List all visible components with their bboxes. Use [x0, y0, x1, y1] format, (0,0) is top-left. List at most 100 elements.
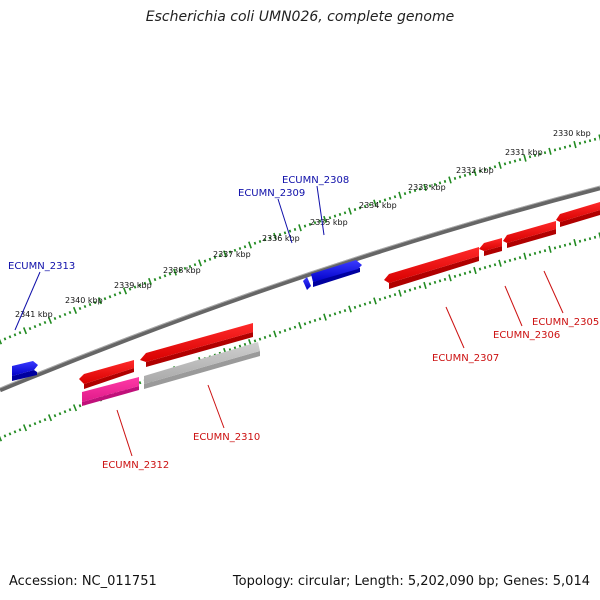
- inner-scale-major-tick: [573, 238, 577, 247]
- inner-scale-minor-tick: [378, 297, 382, 301]
- inner-scale-minor-tick: [568, 242, 572, 246]
- inner-scale-minor-tick: [313, 318, 317, 322]
- leader-ECUMN_2306: [504, 285, 523, 327]
- outer-scale-minor-tick: [58, 314, 62, 319]
- leader-ECUMN_2307: [445, 306, 465, 349]
- outer-scale-minor-tick: [233, 248, 237, 252]
- rna-ECUMN_2312[interactable]: [82, 377, 139, 406]
- outer-scale-major-tick: [273, 232, 277, 240]
- outer-scale-major-tick: [248, 241, 252, 249]
- gene-ECUMN_2307[interactable]: [384, 247, 479, 289]
- inner-scale-minor-tick: [388, 294, 392, 298]
- outer-scale-minor-tick: [133, 285, 137, 289]
- outer-scale-minor-tick: [193, 263, 197, 267]
- gene-ECUMN_2306[interactable]: [479, 221, 556, 256]
- scale-ticks-outer: [0, 134, 600, 345]
- gene-ECUMN_2309-arrow: [303, 277, 311, 290]
- outer-scale-minor-tick: [568, 144, 572, 148]
- outer-scale-minor-tick: [163, 274, 167, 278]
- inner-scale-major-tick: [348, 305, 352, 313]
- inner-scale-minor-tick: [383, 296, 387, 300]
- outer-scale-minor-tick: [538, 152, 542, 156]
- inner-scale-minor-tick: [363, 302, 367, 306]
- outer-scale-minor-tick: [218, 254, 222, 258]
- outer-scale-minor-tick: [358, 206, 362, 210]
- outer-scale-minor-tick: [483, 168, 487, 172]
- inner-scale-minor-tick: [368, 301, 372, 305]
- inner-scale-minor-tick: [588, 237, 592, 241]
- label-ECUMN_2308[interactable]: ECUMN_2308: [282, 175, 349, 186]
- inner-scale-minor-tick: [413, 286, 417, 290]
- outer-scale-minor-tick: [593, 137, 597, 141]
- inner-scale-minor-tick: [253, 339, 257, 343]
- gene-ECUMN_2312[interactable]: [79, 360, 134, 389]
- scale-label-2332: 2332 kbp: [456, 166, 494, 175]
- outer-scale-minor-tick: [158, 276, 162, 280]
- inner-scale-major-tick: [22, 424, 28, 432]
- outer-scale-minor-tick: [438, 181, 442, 185]
- outer-scale-minor-tick: [463, 173, 467, 177]
- scale-label-2341: 2341 kbp: [15, 310, 53, 319]
- outer-scale-minor-tick: [388, 196, 392, 200]
- inner-scale-minor-tick: [428, 282, 432, 286]
- outer-scale-minor-tick: [508, 160, 512, 164]
- outer-scale-major-tick: [348, 207, 352, 215]
- outer-scale-minor-tick: [238, 247, 242, 250]
- inner-scale-minor-tick: [578, 239, 582, 243]
- gene-ECUMN_2308[interactable]: [311, 260, 362, 287]
- outer-scale-minor-tick: [368, 203, 372, 207]
- inner-scale-minor-tick: [403, 290, 407, 294]
- label-ECUMN_2310[interactable]: ECUMN_2310: [193, 432, 260, 443]
- inner-scale-minor-tick: [558, 245, 562, 249]
- scale-label-2333: 2333 kbp: [408, 183, 446, 192]
- outer-scale-minor-tick: [263, 238, 267, 242]
- leader-ECUMN_2313: [14, 271, 41, 331]
- leader-ECUMN_2309: [277, 198, 293, 244]
- gene-ECUMN_2305[interactable]: [556, 202, 600, 227]
- outer-scale-major-tick: [298, 224, 302, 232]
- inner-scale-minor-tick: [53, 414, 57, 418]
- outer-scale-minor-tick: [333, 214, 337, 218]
- inner-scale-minor-tick: [553, 246, 557, 250]
- label-ECUMN_2307[interactable]: ECUMN_2307: [432, 353, 499, 364]
- outer-scale-minor-tick: [203, 259, 207, 263]
- gene-ECUMN_2313[interactable]: [12, 361, 38, 381]
- inner-scale-minor-tick: [518, 256, 522, 260]
- leader-ECUMN_2312: [116, 409, 133, 457]
- scale-label-2340: 2340 kbp: [65, 296, 103, 305]
- label-ECUMN_2305[interactable]: ECUMN_2305: [532, 317, 599, 328]
- outer-scale-minor-tick: [353, 208, 357, 212]
- inner-scale-minor-tick: [3, 434, 7, 438]
- outer-scale-minor-tick: [288, 229, 292, 233]
- label-ECUMN_2312[interactable]: ECUMN_2312: [102, 460, 169, 471]
- outer-scale-minor-tick: [38, 322, 42, 327]
- pseudo-ECUMN_2310[interactable]: [144, 342, 260, 389]
- outer-scale-minor-tick: [478, 169, 482, 173]
- outer-scale-minor-tick: [338, 212, 342, 216]
- outer-scale-major-tick: [523, 154, 527, 162]
- outer-scale-major-tick: [97, 297, 103, 305]
- label-ECUMN_2313[interactable]: ECUMN_2313: [8, 261, 75, 272]
- outer-scale-minor-tick: [533, 153, 537, 157]
- gene-ECUMN_2310[interactable]: [140, 323, 253, 367]
- inner-scale-minor-tick: [78, 404, 82, 408]
- inner-scale-minor-tick: [343, 309, 347, 313]
- scale-label-2335: 2335 kbp: [310, 218, 348, 227]
- inner-scale-major-tick: [598, 232, 600, 240]
- outer-scale-minor-tick: [343, 211, 347, 215]
- gene-ECUMN_2309[interactable]: [303, 277, 311, 290]
- inner-scale-minor-tick: [593, 235, 597, 239]
- outer-scale-major-tick: [72, 306, 78, 314]
- outer-scale-minor-tick: [403, 192, 407, 196]
- inner-scale-major-tick: [423, 281, 427, 290]
- outer-scale-minor-tick: [428, 184, 432, 188]
- genome-backbone: [0, 185, 600, 393]
- label-ECUMN_2309[interactable]: ECUMN_2309: [238, 188, 305, 199]
- genome-backbone-highlight: [0, 185, 600, 389]
- outer-scale-minor-tick: [528, 155, 532, 159]
- outer-scale-minor-tick: [303, 224, 307, 228]
- scale-label-2339: 2339 kbp: [114, 281, 152, 290]
- outer-scale-minor-tick: [383, 198, 387, 202]
- accession-text: Accession: NC_011751: [9, 574, 157, 589]
- label-ECUMN_2306[interactable]: ECUMN_2306: [493, 330, 560, 341]
